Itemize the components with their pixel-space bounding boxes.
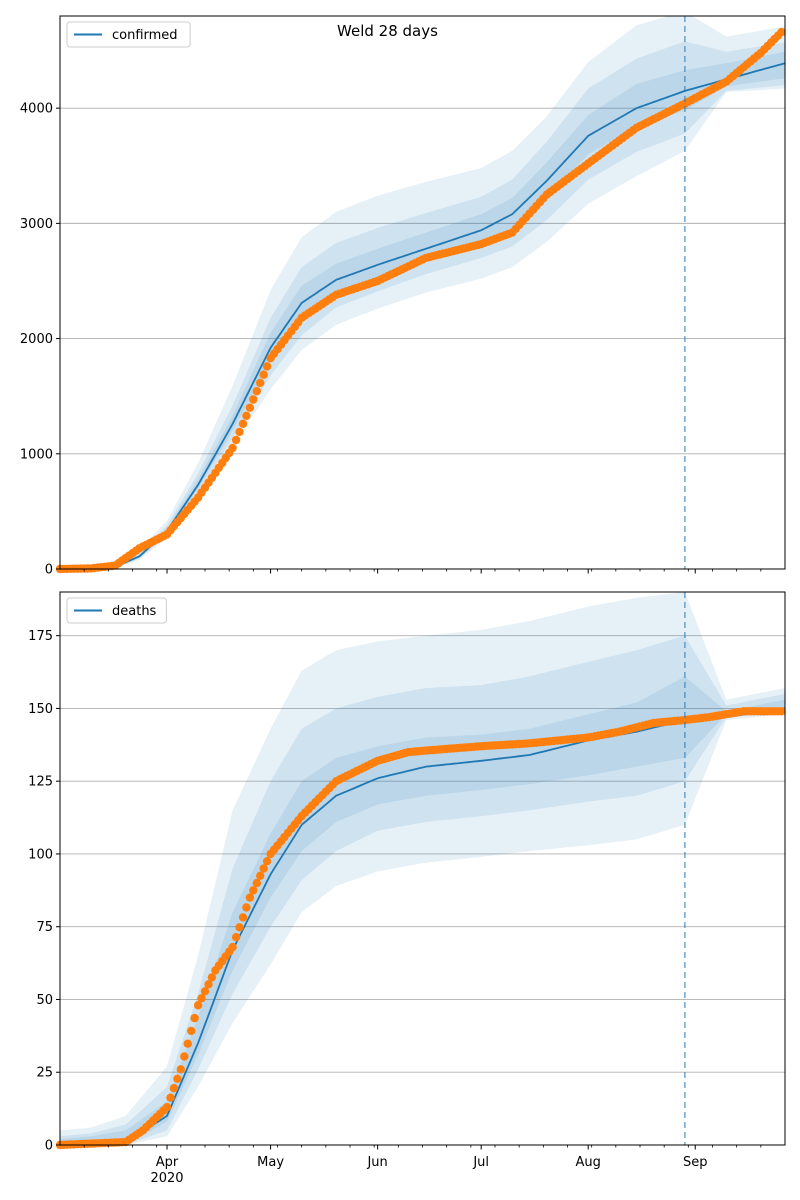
observed-point [162, 1103, 172, 1112]
chart-title: Weld 28 days [337, 22, 438, 40]
observed-point [231, 933, 241, 942]
observed-point [207, 973, 217, 982]
observed-point [262, 362, 272, 371]
observed-point [228, 942, 237, 952]
y-tick-label: 75 [36, 920, 53, 935]
uncertainty-band [60, 41, 785, 570]
y-tick-label: 2000 [20, 332, 53, 347]
x-tick-label: Apr [156, 1155, 179, 1170]
observed-point [238, 913, 248, 922]
uncertainty-band [60, 676, 785, 1145]
chart-panel-1: 0 1000 2000 3000 4000 Weld 28 days confirmed [20, 15, 786, 578]
legend-label: deaths [112, 604, 157, 619]
model-line-confirmed [59, 62, 786, 570]
uncertainty-band [60, 635, 785, 1145]
observed-point [252, 878, 261, 888]
observed-point [183, 1039, 192, 1048]
observed-point [187, 1026, 196, 1036]
observed-point [777, 27, 786, 37]
legend-label: confirmed [112, 28, 178, 43]
legend: deaths [66, 597, 167, 624]
observed-point [193, 1001, 203, 1010]
observed-point [249, 886, 258, 895]
observed-point [245, 403, 255, 412]
observed-point [262, 857, 272, 866]
y-tick-label: 175 [28, 629, 53, 644]
observed-point [204, 980, 213, 989]
observed-point [176, 1065, 185, 1074]
y-tick-label: 0 [45, 563, 53, 578]
legend: confirmed [66, 21, 191, 48]
y-tick-label: 4000 [20, 102, 53, 117]
y-tick-label: 50 [36, 993, 53, 1008]
observed-point [173, 1074, 182, 1084]
observed-point [256, 871, 265, 880]
observed-point [200, 987, 210, 996]
observed-point [252, 387, 261, 396]
observed-point [259, 864, 268, 873]
uncertainty-band [60, 592, 785, 1145]
observed-point [190, 1013, 199, 1023]
observed-point [235, 427, 244, 437]
x-tick-label: Jul [472, 1155, 489, 1170]
y-tick-label: 3000 [20, 217, 53, 232]
x-tick-label: Sep [683, 1155, 708, 1170]
observed-point [242, 903, 251, 912]
observed-point [231, 435, 241, 445]
observed-point [245, 893, 255, 902]
observed-point [242, 411, 251, 420]
y-tick-label: 100 [28, 847, 53, 862]
y-tick-label: 0 [45, 1139, 53, 1154]
y-tick-label: 1000 [20, 447, 53, 462]
x-tick-sublabel: 2020 [150, 1171, 183, 1186]
observed-point [169, 1084, 179, 1093]
observed-point [166, 1093, 175, 1102]
legend-box [66, 597, 167, 624]
observed-point [777, 707, 786, 716]
observed-point [180, 1052, 189, 1061]
y-tick-label: 25 [36, 1066, 53, 1081]
observed-point [238, 419, 248, 428]
observed-point [259, 370, 268, 379]
y-tick-label: 125 [28, 775, 53, 790]
y-tick-label: 150 [28, 702, 53, 717]
observed-point [228, 443, 237, 453]
observed-point [249, 395, 258, 404]
observed-point [256, 378, 265, 388]
x-tick-label: Jun [366, 1155, 387, 1170]
x-tick-label: Aug [576, 1155, 601, 1170]
x-tick-label: May [257, 1155, 284, 1170]
observed-point [197, 994, 206, 1003]
legend-box [66, 21, 191, 48]
observed-point [235, 923, 244, 932]
